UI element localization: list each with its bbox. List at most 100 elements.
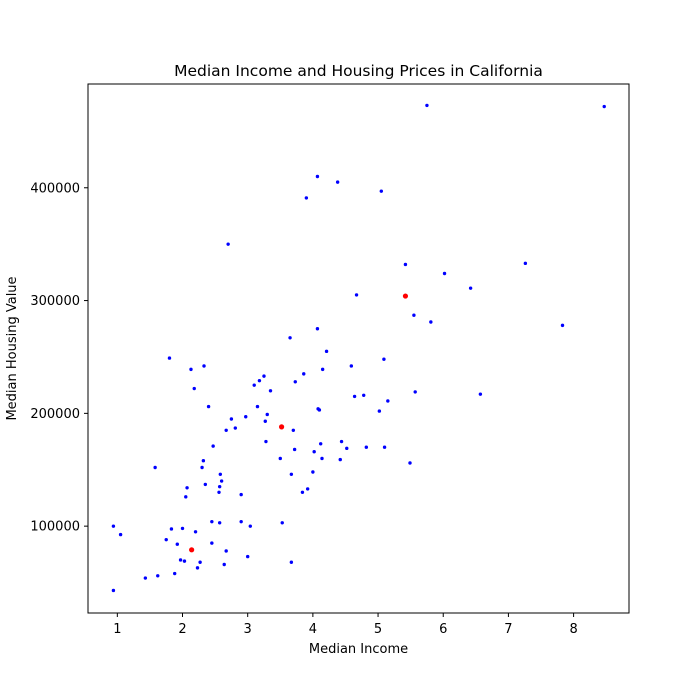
data-point [523,261,528,266]
data-point [338,457,342,462]
highlight-point [402,293,409,299]
data-point [408,461,412,465]
data-point [293,380,297,384]
data-point [315,174,320,179]
data-point [203,482,208,487]
data-point [172,571,177,576]
data-point [339,439,344,444]
x-tick-label: 4 [309,622,317,637]
data-point [315,327,320,331]
data-point [320,456,324,461]
data-point [156,574,160,578]
data-point [224,428,228,432]
data-point [364,445,369,449]
x-axis: 1 2 3 4 5 6 7 8 [113,613,578,637]
data-point [184,495,188,499]
data-point [349,364,354,368]
data-point [602,104,606,109]
data-point [288,336,292,340]
data-point [219,479,224,483]
data-point [257,378,262,383]
highlight-point [189,547,195,553]
data-point [468,286,473,290]
data-point [318,442,323,446]
data-point [335,180,340,184]
data-point [305,487,310,491]
data-point [217,490,221,495]
data-point [317,408,322,412]
data-point [222,562,226,567]
data-point [382,445,387,449]
data-point [202,364,206,368]
data-point [377,409,382,413]
data-point [217,484,222,489]
data-point [218,472,223,476]
data-point [300,490,305,495]
data-point [352,394,357,399]
data-point [413,390,417,394]
data-point [262,374,266,378]
data-point [252,383,256,387]
data-point [229,417,234,421]
x-tick-label: 5 [374,622,382,637]
data-point [180,526,185,531]
x-tick-label: 2 [178,622,186,637]
y-tick-label: 300000 [30,294,80,309]
data-point [320,367,325,372]
data-point [118,532,123,537]
data-point [200,465,204,470]
data-point [153,465,157,470]
x-tick-label: 6 [439,622,447,637]
data-point [324,349,329,354]
data-point [195,566,200,570]
data-point [167,356,172,360]
data-point [178,558,183,562]
x-tick-label: 3 [244,622,252,637]
data-point [182,559,187,563]
data-point [263,419,267,423]
y-axis-title: Median Housing Value [5,276,20,420]
data-point [226,242,230,246]
plot-frame [87,83,630,614]
chart-title: Median Income and Housing Prices in Cali… [174,62,543,80]
data-point [248,524,252,528]
data-point [382,357,386,361]
plot-area [111,103,606,593]
data-point [302,372,306,376]
data-point [362,393,366,398]
data-point [289,560,294,564]
data-point [386,399,390,403]
data-point [201,459,206,463]
data-point [292,447,297,452]
data-point [268,389,273,393]
data-point [175,542,179,546]
data-point [224,549,228,553]
data-point [379,189,384,193]
x-tick-label: 8 [569,622,577,637]
data-point [198,560,202,564]
data-point [304,196,309,200]
data-point [111,588,116,593]
data-point [233,426,238,430]
data-point [560,323,565,328]
y-tick-label: 100000 [30,520,80,535]
data-point [354,293,359,297]
x-tick-label: 7 [504,622,512,637]
data-point [442,271,447,276]
data-point [169,527,174,531]
data-point [239,492,243,497]
data-point [278,456,282,461]
data-point [193,530,198,534]
y-axis: 100000 200000 300000 400000 [30,181,88,535]
data-point [412,313,416,317]
data-point [245,554,250,559]
data-point [185,486,189,490]
data-point [244,415,248,419]
data-point [264,439,268,444]
data-point [206,404,211,409]
data-point [255,404,260,409]
highlight-point [278,424,285,430]
y-tick-label: 400000 [30,181,80,196]
